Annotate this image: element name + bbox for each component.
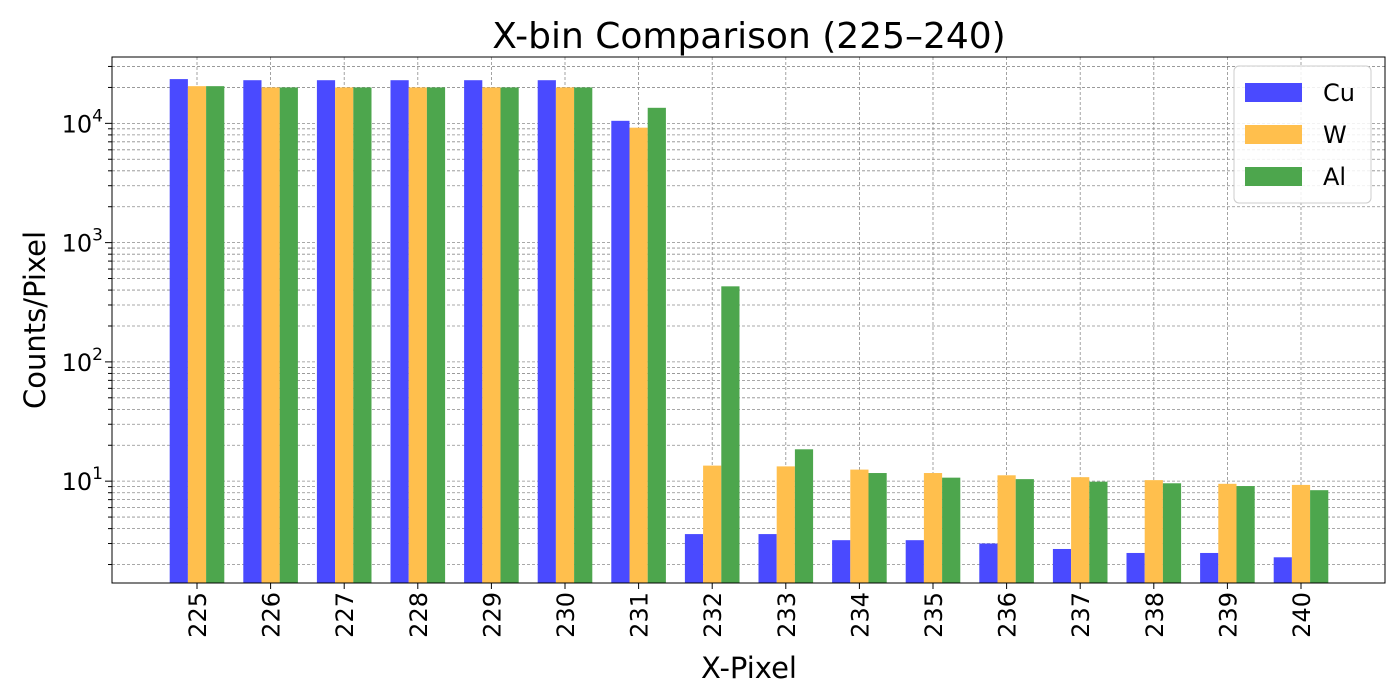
bar-w-227 bbox=[335, 87, 354, 584]
bars bbox=[169, 79, 1329, 584]
x-tick-label-231: 231 bbox=[626, 592, 654, 638]
bar-cu-228 bbox=[390, 80, 409, 584]
y-tick-label: 102 bbox=[62, 345, 103, 377]
x-tick-label-238: 238 bbox=[1141, 592, 1169, 638]
x-tick-label-237: 237 bbox=[1067, 592, 1095, 638]
bar-al-237 bbox=[1089, 481, 1108, 583]
x-tick-label-226: 226 bbox=[258, 592, 286, 638]
legend-label-al: Al bbox=[1323, 163, 1346, 191]
bar-w-231 bbox=[629, 127, 648, 584]
bar-cu-234 bbox=[832, 540, 851, 583]
bar-cu-240 bbox=[1273, 557, 1292, 583]
x-tick-label-229: 229 bbox=[478, 592, 506, 638]
bar-cu-231 bbox=[611, 120, 630, 584]
bar-w-228 bbox=[408, 87, 427, 584]
x-tick-label-240: 240 bbox=[1288, 592, 1316, 638]
bar-w-226 bbox=[261, 87, 280, 584]
bar-cu-226 bbox=[243, 80, 262, 584]
legend-label-w: W bbox=[1323, 121, 1347, 149]
bar-cu-236 bbox=[979, 543, 998, 583]
bar-w-229 bbox=[482, 87, 501, 584]
x-tick-label-236: 236 bbox=[994, 592, 1022, 638]
bar-al-227 bbox=[353, 87, 372, 584]
bar-cu-238 bbox=[1126, 552, 1145, 583]
y-axis: 101 102 103 104 bbox=[62, 65, 112, 566]
bar-w-239 bbox=[1218, 483, 1237, 583]
bar-cu-237 bbox=[1052, 548, 1072, 583]
bar-cu-239 bbox=[1200, 552, 1219, 583]
legend-swatch-cu bbox=[1245, 83, 1302, 102]
y-axis-label: Counts/Pixel bbox=[18, 231, 52, 409]
x-tick-label-235: 235 bbox=[920, 592, 948, 638]
bar-al-228 bbox=[426, 87, 446, 584]
bar-al-238 bbox=[1162, 483, 1182, 583]
bar-al-235 bbox=[942, 477, 961, 583]
legend: Cu W Al bbox=[1233, 65, 1372, 204]
bar-al-225 bbox=[206, 86, 225, 583]
bar-al-230 bbox=[574, 87, 593, 584]
bar-al-234 bbox=[868, 473, 887, 583]
y-tick-label: 103 bbox=[62, 226, 103, 258]
bar-w-237 bbox=[1071, 477, 1090, 583]
y-tick-label: 104 bbox=[62, 106, 103, 138]
bar-cu-232 bbox=[684, 534, 704, 583]
bar-w-230 bbox=[555, 87, 575, 584]
bar-cu-227 bbox=[316, 80, 336, 584]
x-tick-label-233: 233 bbox=[773, 592, 801, 638]
x-axis: 225 226 227 228 229 230 231 232 233 234 235 236 237 2… bbox=[184, 583, 1316, 638]
bar-al-226 bbox=[279, 87, 298, 584]
bar-cu-229 bbox=[464, 80, 483, 584]
bar-w-233 bbox=[776, 466, 795, 583]
x-tick-label-227: 227 bbox=[331, 592, 359, 638]
legend-swatch-al bbox=[1245, 167, 1302, 186]
bar-cu-230 bbox=[537, 80, 556, 584]
bar-w-238 bbox=[1144, 480, 1163, 583]
bar-w-225 bbox=[187, 86, 207, 583]
legend-label-cu: Cu bbox=[1323, 79, 1355, 107]
x-tick-label-225: 225 bbox=[184, 592, 212, 638]
chart-title: X-bin Comparison (225–240) bbox=[492, 16, 1005, 57]
bar-al-240 bbox=[1310, 490, 1329, 583]
bar-w-235 bbox=[923, 473, 943, 583]
legend-swatch-w bbox=[1245, 125, 1302, 144]
bar-al-229 bbox=[500, 87, 519, 584]
plot-frame bbox=[111, 56, 1386, 584]
x-tick-label-230: 230 bbox=[552, 592, 580, 638]
x-tick-label-228: 228 bbox=[405, 592, 433, 638]
bar-al-233 bbox=[794, 449, 814, 583]
x-tick-label-232: 232 bbox=[699, 592, 727, 638]
bar-w-240 bbox=[1291, 484, 1311, 583]
x-tick-label-239: 239 bbox=[1214, 592, 1242, 638]
bar-w-236 bbox=[997, 475, 1016, 583]
x-tick-label-234: 234 bbox=[846, 592, 874, 638]
bar-al-239 bbox=[1236, 486, 1255, 583]
bar-w-232 bbox=[703, 465, 722, 583]
bar-al-231 bbox=[647, 107, 666, 583]
y-tick-label: 101 bbox=[62, 464, 103, 496]
x-axis-label: X-Pixel bbox=[701, 651, 797, 685]
bar-w-234 bbox=[850, 469, 869, 583]
bar-cu-233 bbox=[758, 534, 777, 583]
bar-al-232 bbox=[721, 286, 740, 583]
bar-al-236 bbox=[1015, 479, 1034, 583]
grid bbox=[112, 57, 1385, 583]
bar-cu-235 bbox=[905, 540, 924, 583]
bar-cu-225 bbox=[169, 79, 188, 584]
